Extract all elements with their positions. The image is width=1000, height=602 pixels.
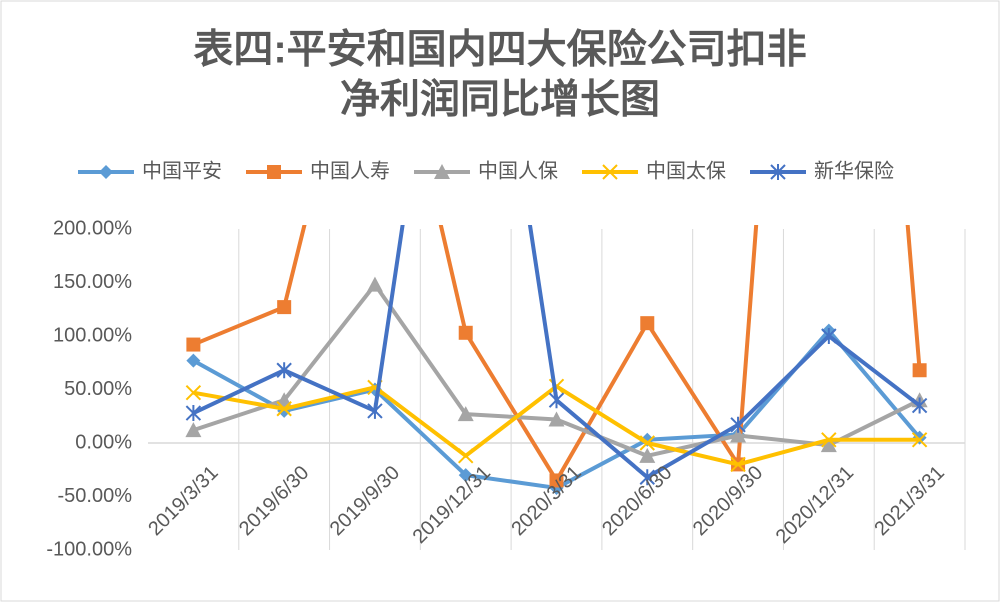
marker	[367, 402, 383, 419]
marker	[548, 392, 565, 409]
marker	[186, 353, 201, 368]
chart-subtitle: 净利润同比增长图	[340, 78, 660, 122]
y-tick-label: 0.00%	[75, 431, 132, 453]
plot-area	[185, 225, 928, 495]
marker	[457, 406, 474, 422]
marker	[640, 316, 655, 331]
marker	[639, 447, 656, 463]
marker	[458, 448, 474, 464]
marker	[639, 469, 655, 486]
legend-label: 中国太保	[646, 159, 726, 182]
legend-item: 中国人保	[414, 159, 558, 182]
legend-label: 新华保险	[814, 159, 894, 182]
marker	[730, 456, 746, 473]
marker	[911, 397, 928, 414]
marker	[639, 435, 655, 451]
legend-marker	[99, 165, 113, 179]
legend-marker	[770, 164, 786, 180]
legend-marker	[602, 164, 618, 180]
marker	[821, 432, 837, 448]
marker	[185, 422, 202, 438]
marker	[911, 432, 928, 448]
y-tick-label: 200.00%	[53, 217, 132, 239]
legend-label: 中国人寿	[310, 159, 390, 182]
marker	[912, 363, 927, 378]
y-tick-label: 150.00%	[53, 271, 132, 293]
y-tick-label: 50.00%	[64, 378, 132, 400]
marker	[548, 411, 565, 427]
marker	[277, 300, 292, 315]
marker	[821, 328, 837, 344]
legend-item: 中国人寿	[246, 159, 390, 182]
grid	[148, 229, 966, 550]
legend-item: 新华保险	[750, 159, 894, 182]
legend-item: 中国太保	[582, 159, 726, 182]
marker	[185, 405, 202, 422]
legend-item: 中国平安	[78, 159, 222, 182]
marker	[366, 276, 383, 292]
legend-label: 中国平安	[142, 159, 222, 182]
legend-marker	[267, 165, 281, 179]
marker	[820, 437, 837, 453]
marker	[185, 385, 202, 401]
marker	[730, 427, 747, 443]
marker	[458, 325, 473, 340]
y-tick-label: 100.00%	[53, 324, 132, 346]
chart-title: 表四:平安和国内四大保险公司扣非	[193, 28, 806, 72]
marker	[186, 337, 201, 352]
y-tick-label: -50.00%	[58, 485, 133, 507]
marker	[549, 473, 564, 488]
y-tick-label: -100.00%	[46, 538, 132, 560]
legend-label: 中国人保	[478, 159, 558, 182]
legend-marker	[434, 164, 450, 179]
marker	[276, 401, 292, 417]
marker	[730, 416, 746, 433]
marker	[276, 362, 292, 379]
marker	[458, 468, 473, 483]
